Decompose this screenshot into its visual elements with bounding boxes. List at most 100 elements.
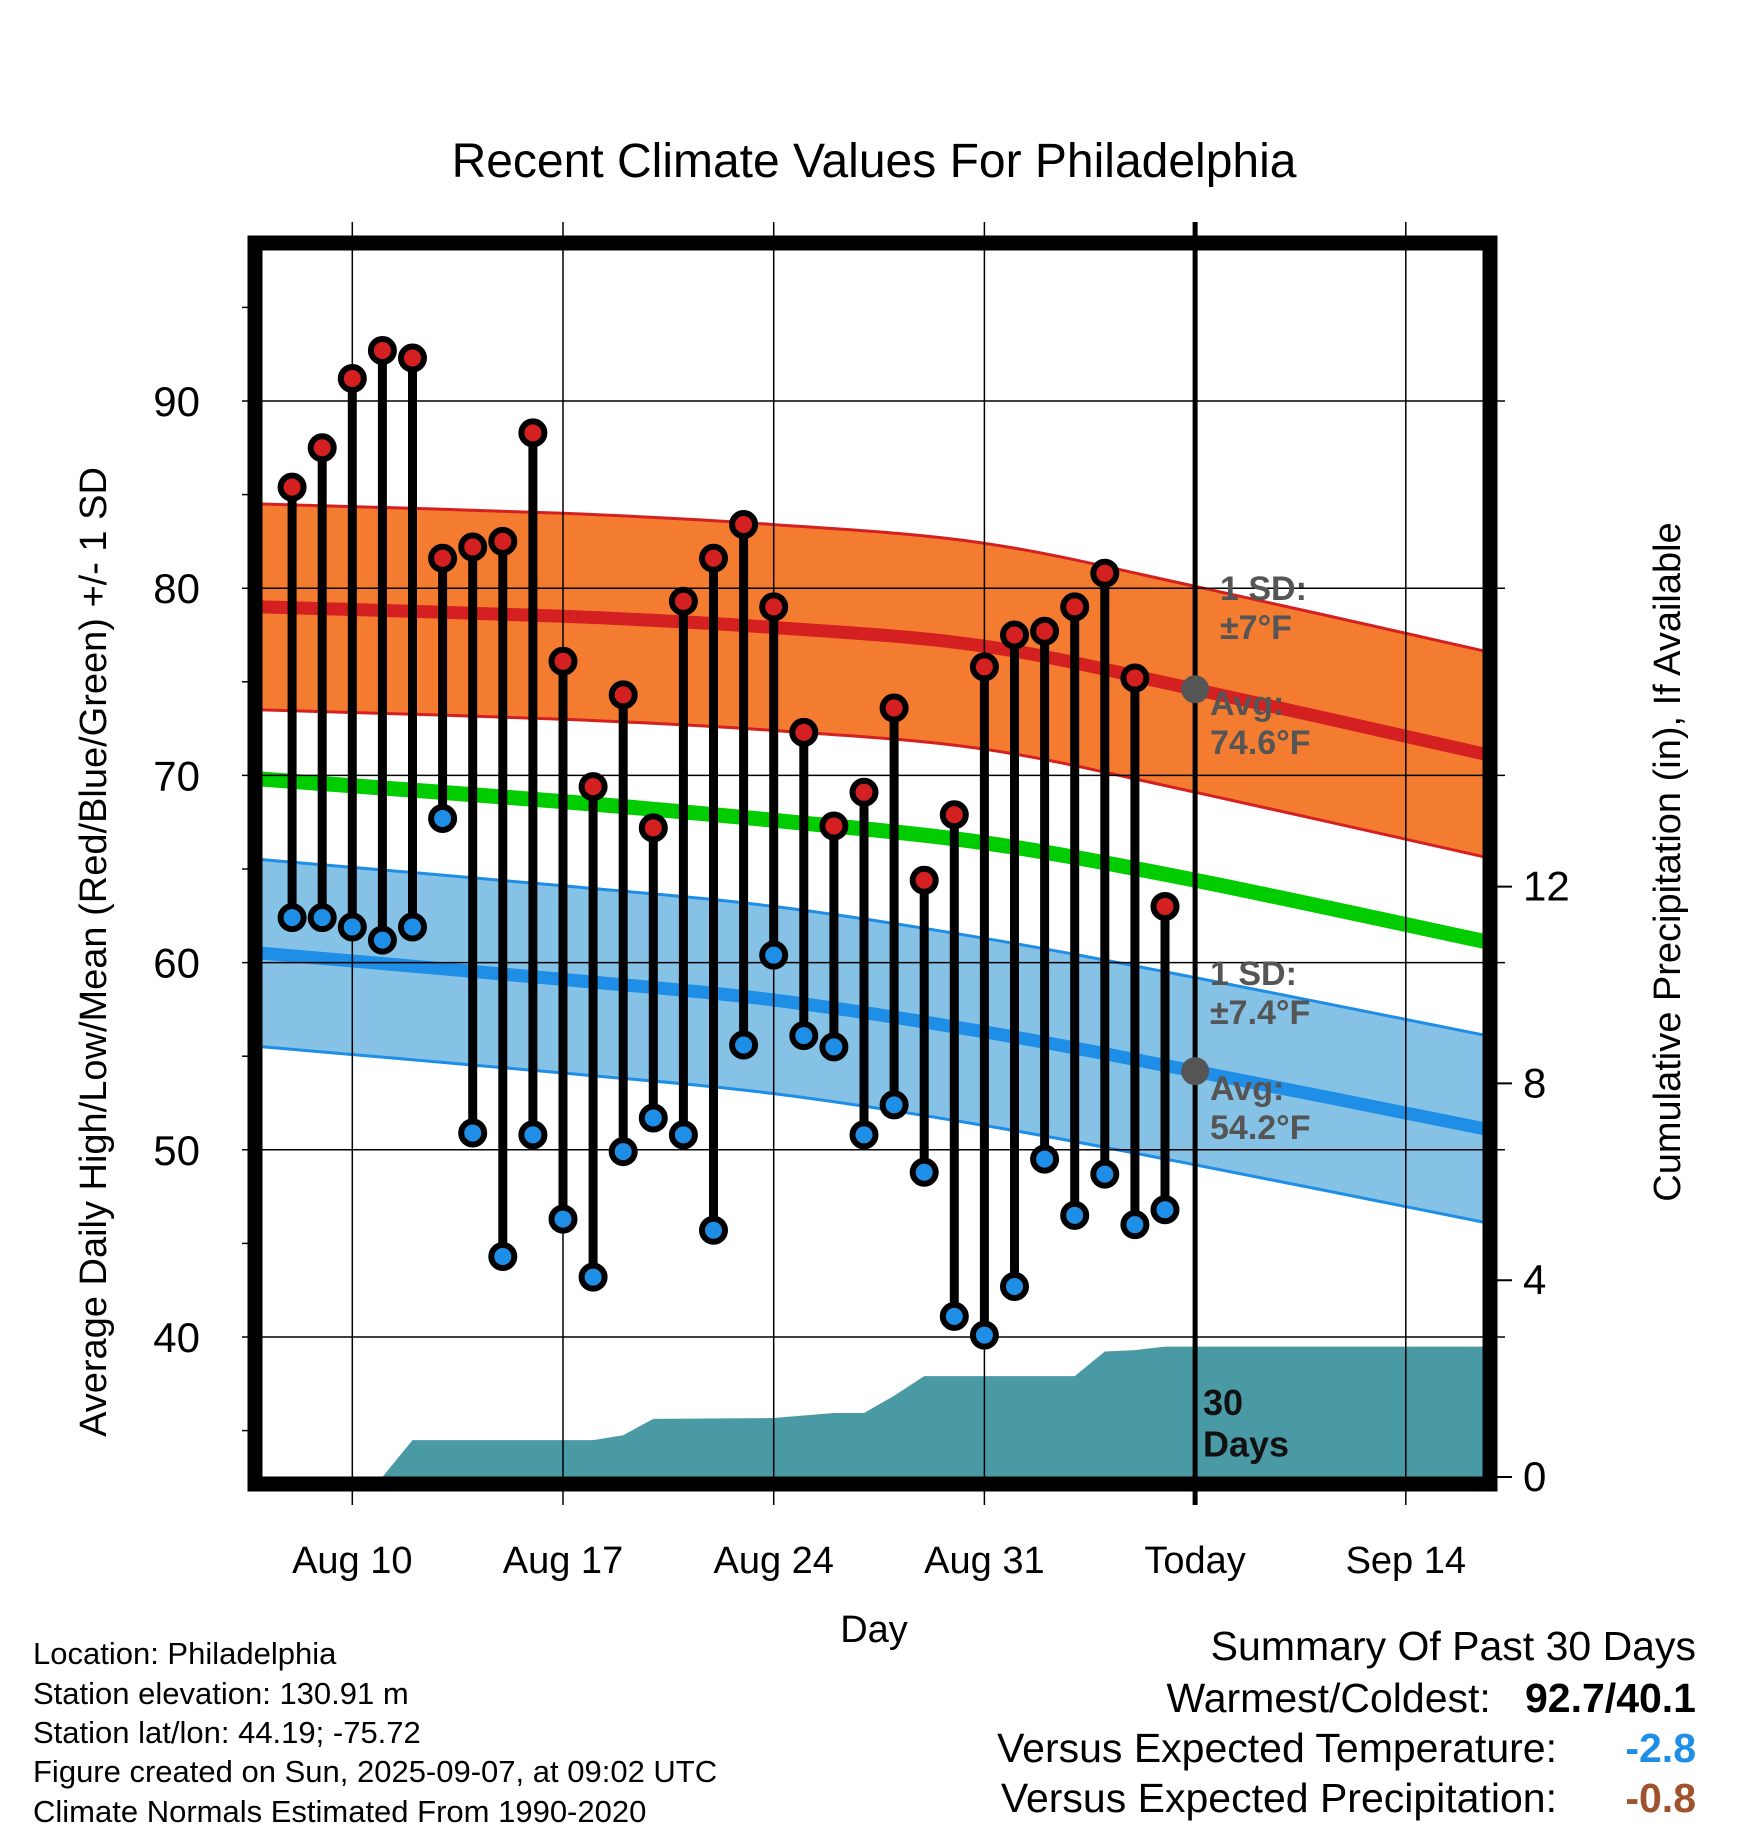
low-point <box>849 1120 879 1150</box>
plot-frame <box>247 235 1498 1492</box>
high-point <box>608 680 638 710</box>
high-point <box>849 777 879 807</box>
high-point <box>307 433 337 463</box>
low-point <box>367 925 397 955</box>
high-point <box>1030 616 1060 646</box>
high-point <box>1060 592 1090 622</box>
low-point <box>668 1120 698 1150</box>
high-point <box>668 586 698 616</box>
info-location: Location: Philadelphia <box>33 1636 337 1671</box>
window-label: 30 Days <box>1203 1382 1289 1464</box>
low-point <box>1060 1200 1090 1230</box>
summary-warm-cold: Warmest/Coldest: 92.7/40.1 <box>1167 1678 1696 1719</box>
low-point <box>398 912 427 942</box>
low-point <box>909 1157 939 1187</box>
high-point <box>1120 663 1150 693</box>
window-label-line: Days <box>1203 1423 1289 1464</box>
high-point <box>939 800 969 830</box>
x-tick-label: Aug 31 <box>924 1540 1044 1582</box>
x-tick-label: Aug 17 <box>503 1540 623 1582</box>
high-sd-band <box>262 504 1483 857</box>
y2-tick-label: 0 <box>1523 1453 1546 1500</box>
high-point <box>759 592 789 622</box>
y2-tick-label: 4 <box>1523 1256 1546 1303</box>
low-point <box>548 1204 578 1234</box>
chart-title: Recent Climate Values For Philadelphia <box>452 135 1297 188</box>
y-tick-label: 40 <box>153 1314 200 1361</box>
low-point <box>337 912 367 942</box>
precip-area <box>352 1346 1483 1477</box>
high-point <box>548 646 578 676</box>
x-tick-label: Aug 10 <box>292 1540 412 1582</box>
low-sd-band <box>262 859 1483 1223</box>
high-sd-band-upper-edge <box>262 502 1483 653</box>
y2-axis-label: Cumulative Precipitation (in), If Availa… <box>1647 522 1689 1201</box>
info-created: Figure created on Sun, 2025-09-07, at 09… <box>33 1754 718 1789</box>
high-point <box>1090 558 1120 588</box>
high-point <box>488 526 518 556</box>
low-sd-label-line: ±7.4°F <box>1210 994 1310 1032</box>
plot-clip-group <box>262 502 1483 1477</box>
warm-cold-value: 92.7/40.1 <box>1525 1675 1696 1721</box>
temp-label: Versus Expected Temperature: <box>997 1725 1557 1771</box>
low-point <box>458 1118 488 1148</box>
x-axis-label: Day <box>840 1609 908 1651</box>
low-point <box>1090 1159 1120 1189</box>
high-avg-label: Avg: 74.6°F <box>1210 685 1311 762</box>
info-elevation: Station elevation: 130.91 m <box>33 1676 409 1711</box>
low-point <box>518 1120 548 1150</box>
low-point <box>638 1103 668 1133</box>
low-point <box>608 1137 638 1167</box>
high-point <box>819 811 849 841</box>
high-point <box>638 813 668 843</box>
summary-temp: Versus Expected Temperature: -2.8 <box>997 1728 1696 1769</box>
low-point <box>428 803 458 833</box>
low-point <box>1150 1195 1180 1225</box>
high-sd-label-line: 1 SD: <box>1220 570 1307 608</box>
low-point <box>729 1030 759 1060</box>
high-sd-label: 1 SD: ±7°F <box>1220 570 1307 647</box>
info-latlon: Station lat/lon: 44.19; -75.72 <box>33 1715 421 1750</box>
precip-value: -0.8 <box>1625 1775 1696 1821</box>
high-point <box>428 543 458 573</box>
low-point <box>488 1242 518 1272</box>
high-point <box>458 532 488 562</box>
high-point <box>879 693 909 723</box>
high-point <box>367 335 397 365</box>
low-point <box>939 1301 969 1331</box>
low-point <box>1030 1144 1060 1174</box>
warm-cold-label: Warmest/Coldest: <box>1166 1675 1491 1721</box>
high-point <box>699 543 728 573</box>
low-avg-label: Avg: 54.2°F <box>1210 1070 1311 1147</box>
summary-title: Summary Of Past 30 Days <box>1210 1623 1696 1669</box>
x-tick-label: Aug 24 <box>713 1540 833 1582</box>
y2-tick-label: 8 <box>1523 1059 1546 1106</box>
low-point <box>1120 1210 1150 1240</box>
y-tick-label: 50 <box>153 1127 200 1174</box>
temp-value: -2.8 <box>1625 1725 1696 1771</box>
y-axis-label: Average Daily High/Low/Mean (Red/Blue/Gr… <box>73 467 115 1437</box>
high-point <box>277 472 307 502</box>
high-point <box>789 717 819 747</box>
y-tick-label: 60 <box>153 940 200 987</box>
high-point <box>1000 620 1029 650</box>
low-point <box>969 1320 999 1350</box>
low-point <box>277 903 307 933</box>
axes: 40 50 60 70 80 90 0 4 8 12 Aug 10 Aug 17 Aug 24 Aug 3… <box>153 235 1570 1582</box>
low-point <box>789 1021 819 1051</box>
high-point <box>909 865 939 895</box>
low-point <box>578 1262 608 1292</box>
low-avg-label-line: 54.2°F <box>1210 1109 1311 1147</box>
low-point <box>759 940 789 970</box>
today-high-marker <box>1181 675 1210 704</box>
y-tick-label: 70 <box>153 752 200 799</box>
precip-label: Versus Expected Precipitation: <box>1000 1775 1557 1821</box>
x-tick-label: Today <box>1144 1540 1245 1582</box>
low-avg-label-line: Avg: <box>1210 1070 1284 1108</box>
low-sd-label: 1 SD: ±7.4°F <box>1210 955 1310 1032</box>
y-tick-label: 80 <box>153 565 200 612</box>
x-tick-label: Sep 14 <box>1346 1540 1466 1582</box>
high-point <box>578 772 608 802</box>
